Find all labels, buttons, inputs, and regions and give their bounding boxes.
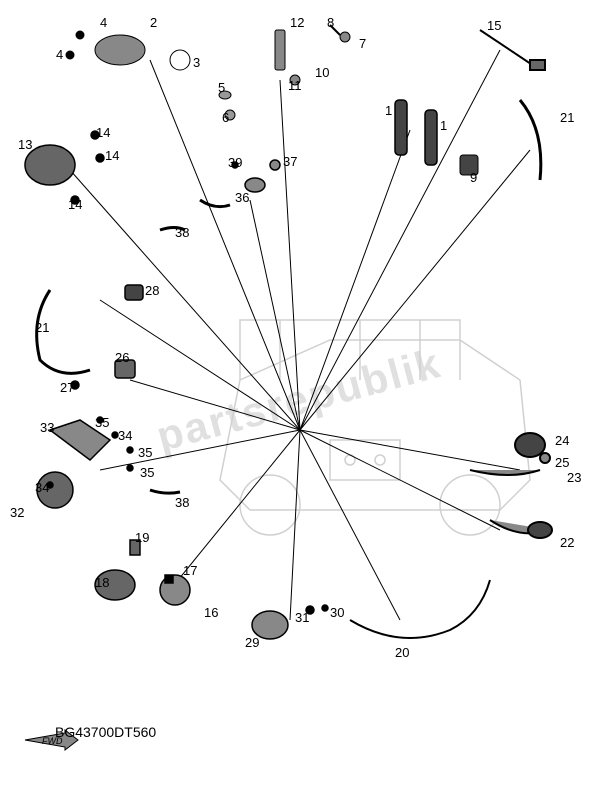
part-number-label: 34 (35, 480, 49, 495)
part-number-label: 31 (295, 610, 309, 625)
part-number-label: 28 (145, 283, 159, 298)
part-number-label: 5 (218, 80, 225, 95)
part-number-label: 22 (560, 535, 574, 550)
part-number-label: 23 (567, 470, 581, 485)
part-number-label: 33 (40, 420, 54, 435)
part-number-label: 9 (470, 170, 477, 185)
part-number-label: 14 (105, 148, 119, 163)
part-number-label: 14 (68, 197, 82, 212)
part-number-label: 27 (60, 380, 74, 395)
part-number-label: 39 (228, 155, 242, 170)
part-number-label: 26 (115, 350, 129, 365)
part-number-label: 24 (555, 433, 569, 448)
part-number-label: 35 (140, 465, 154, 480)
part-number-label: 21 (560, 110, 574, 125)
part-number-label: 35 (138, 445, 152, 460)
part-number-label: 38 (175, 225, 189, 240)
part-number-label: 3 (193, 55, 200, 70)
part-number-label: 36 (235, 190, 249, 205)
part-number-label: 7 (359, 36, 366, 51)
diagram-code-label: BG43700DT560 (55, 724, 156, 740)
part-number-label: 6 (222, 110, 229, 125)
part-number-label: 18 (95, 575, 109, 590)
part-number-label: 4 (56, 47, 63, 62)
part-number-label: 30 (330, 605, 344, 620)
part-number-label: 1 (385, 103, 392, 118)
part-number-label: 37 (283, 154, 297, 169)
part-number-label: 12 (290, 15, 304, 30)
part-number-label: 38 (175, 495, 189, 510)
part-number-label: 1 (440, 118, 447, 133)
part-number-label: 15 (487, 18, 501, 33)
parts-exploded-view (0, 0, 597, 800)
part-number-label: 13 (18, 137, 32, 152)
part-number-label: 19 (135, 530, 149, 545)
parts-diagram-container: partsrepublik (0, 0, 597, 800)
part-number-label: 20 (395, 645, 409, 660)
part-number-label: 2 (150, 15, 157, 30)
part-number-label: 14 (96, 125, 110, 140)
part-number-label: 11 (288, 78, 302, 93)
part-number-label: 4 (100, 15, 107, 30)
part-number-label: 25 (555, 455, 569, 470)
part-number-label: 29 (245, 635, 259, 650)
part-number-label: 17 (183, 563, 197, 578)
part-number-label: 32 (10, 505, 24, 520)
part-number-label: 10 (315, 65, 329, 80)
part-number-label: 21 (35, 320, 49, 335)
part-number-label: 34 (118, 428, 132, 443)
part-number-label: 16 (204, 605, 218, 620)
part-number-label: 35 (95, 415, 109, 430)
part-number-label: 8 (327, 15, 334, 30)
